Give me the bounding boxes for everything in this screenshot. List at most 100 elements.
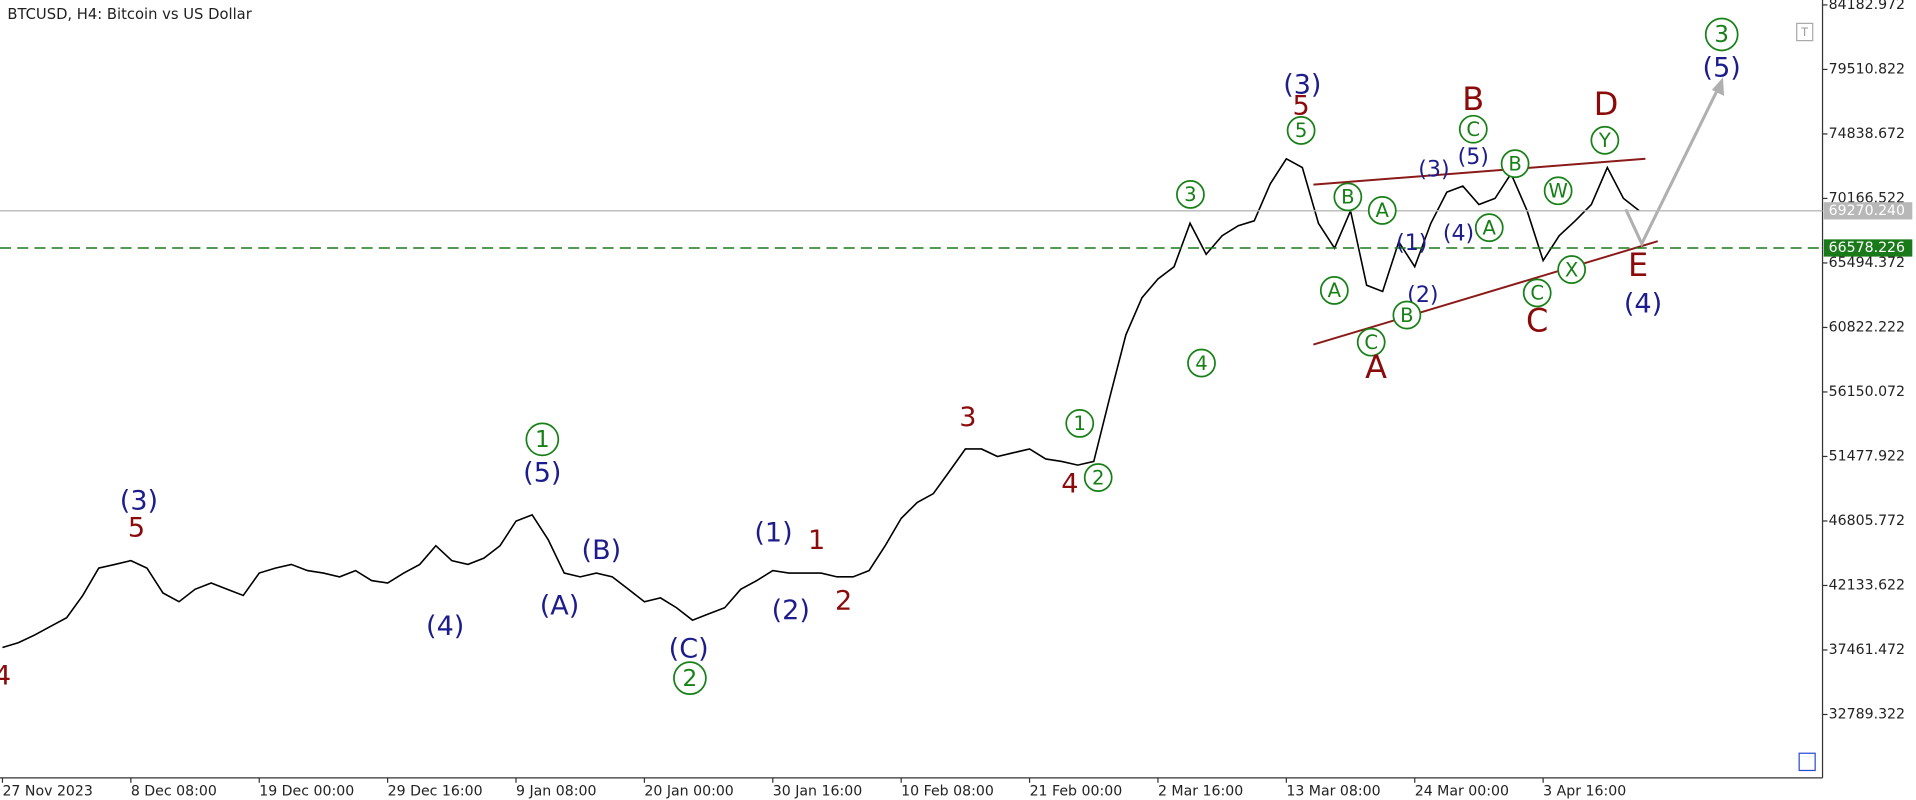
wave-circle xyxy=(525,422,560,457)
wave-label: A xyxy=(1365,348,1387,386)
wave-label: (A) xyxy=(540,590,580,621)
triangle-upper-line xyxy=(1313,157,1646,186)
y-tick-label: 46805.772 xyxy=(1829,513,1905,529)
wave-label: (1) xyxy=(754,518,792,549)
x-tick-label: 13 Mar 08:00 xyxy=(1286,783,1380,799)
wave-circle xyxy=(1458,114,1488,144)
wave-label: C xyxy=(1364,331,1378,354)
wave-label: 5 xyxy=(128,513,145,544)
wave-label: (3) xyxy=(120,486,158,517)
wave-label: C xyxy=(1530,282,1544,305)
price-line-series xyxy=(2,157,1640,649)
wave-label: 5 xyxy=(1295,119,1307,142)
wave-label: 1 xyxy=(1074,412,1086,435)
wave-circle xyxy=(1704,17,1739,52)
wave-label: D xyxy=(1594,85,1619,123)
wave-circle xyxy=(1367,196,1397,225)
wave-label: B xyxy=(1462,80,1484,118)
y-tick-label: 74838.672 xyxy=(1829,126,1905,142)
wave-label: C xyxy=(1526,301,1548,339)
wave-label: (5) xyxy=(1458,144,1489,170)
wave-label: 2 xyxy=(683,665,698,692)
wave-label: (5) xyxy=(523,457,561,488)
wave-label: A xyxy=(1376,199,1390,222)
price-label-box xyxy=(1823,202,1913,220)
wave-circle xyxy=(1333,182,1363,212)
price-label: 69270.240 xyxy=(1829,203,1905,219)
scale-button[interactable] xyxy=(1798,752,1816,772)
wave-label: 3 xyxy=(959,402,976,433)
wave-label: C xyxy=(1466,118,1480,141)
wave-label: 1 xyxy=(535,426,550,453)
wave-circle xyxy=(1557,255,1587,284)
wave-label: (4) xyxy=(426,611,464,642)
wave-circle xyxy=(673,661,707,696)
wave-label: 3 xyxy=(1184,183,1196,206)
wave-label: Y xyxy=(1598,129,1612,152)
y-tick-label: 56150.072 xyxy=(1829,384,1905,400)
wave-label: B xyxy=(1400,304,1413,327)
wave-circle xyxy=(1543,176,1573,206)
wave-circle xyxy=(1065,408,1095,438)
x-tick-label: 9 Jan 08:00 xyxy=(516,783,596,799)
projection-arrowhead xyxy=(1711,77,1725,96)
wave-label: W xyxy=(1548,179,1567,202)
wave-label: (4) xyxy=(1624,289,1662,320)
wave-circle xyxy=(1319,276,1349,305)
trade-button-icon: T xyxy=(1800,26,1808,39)
wave-label: 2 xyxy=(835,585,852,616)
x-tick-label: 30 Jan 16:00 xyxy=(773,783,862,799)
wave-circle xyxy=(1176,180,1205,209)
wave-circle xyxy=(1356,327,1386,357)
y-tick-label: 84182.972 xyxy=(1829,0,1905,13)
wave-circle xyxy=(1392,300,1422,330)
wave-label: (1) xyxy=(1396,230,1427,256)
wave-label: (B) xyxy=(582,535,622,566)
x-tick-label: 3 Apr 16:00 xyxy=(1543,783,1626,799)
projection-arrow xyxy=(1624,85,1721,248)
trade-button[interactable] xyxy=(1796,22,1814,42)
y-tick-label: 32789.322 xyxy=(1829,706,1905,722)
price-label: 66578.226 xyxy=(1829,240,1905,256)
x-tick-label: 29 Dec 16:00 xyxy=(388,783,483,799)
y-tick-label: 37461.472 xyxy=(1829,642,1905,658)
wave-circle xyxy=(1474,213,1504,243)
wave-label: A xyxy=(1483,216,1497,239)
y-tick-label: 51477.922 xyxy=(1829,448,1905,464)
wave-label: (3) xyxy=(1283,70,1321,101)
wave-circle xyxy=(1187,348,1216,378)
wave-circle xyxy=(1286,116,1316,145)
wave-label: (4) xyxy=(1443,220,1474,246)
y-tick-label: 65494.372 xyxy=(1829,255,1905,271)
wave-label: B xyxy=(1341,186,1354,209)
y-tick-label: 42133.622 xyxy=(1829,577,1905,593)
wave-label: (5) xyxy=(1703,52,1741,83)
x-tick-label: 27 Nov 2023 xyxy=(2,783,92,799)
y-tick-label: 79510.822 xyxy=(1829,61,1905,77)
wave-label: A xyxy=(1328,279,1342,302)
chart-title: BTCUSD, H4: Bitcoin vs US Dollar xyxy=(7,6,252,23)
wave-label: 2 xyxy=(1092,466,1104,489)
wave-label: E xyxy=(1628,246,1648,284)
wave-label: 5 xyxy=(1293,91,1310,122)
wave-label: 1 xyxy=(808,525,825,556)
plot xyxy=(2,157,1640,649)
wave-label: (C) xyxy=(669,633,709,664)
wave-circle xyxy=(1590,125,1620,155)
wave-circle xyxy=(1083,463,1113,492)
wave-label: (3) xyxy=(1418,156,1449,182)
wave-label: 4 xyxy=(1195,352,1207,375)
wave-label: X xyxy=(1565,258,1578,281)
y-tick-label: 60822.222 xyxy=(1829,319,1905,335)
x-tick-label: 21 Feb 00:00 xyxy=(1030,783,1123,799)
wave-label: B xyxy=(1508,152,1521,175)
wave-label: 4 xyxy=(1061,468,1078,499)
x-tick-label: 10 Feb 08:00 xyxy=(901,783,994,799)
x-tick-label: 2 Mar 16:00 xyxy=(1158,783,1243,799)
x-tick-label: 8 Dec 08:00 xyxy=(131,783,217,799)
wave-label: (2) xyxy=(772,595,810,626)
x-tick-label: 20 Jan 00:00 xyxy=(644,783,733,799)
